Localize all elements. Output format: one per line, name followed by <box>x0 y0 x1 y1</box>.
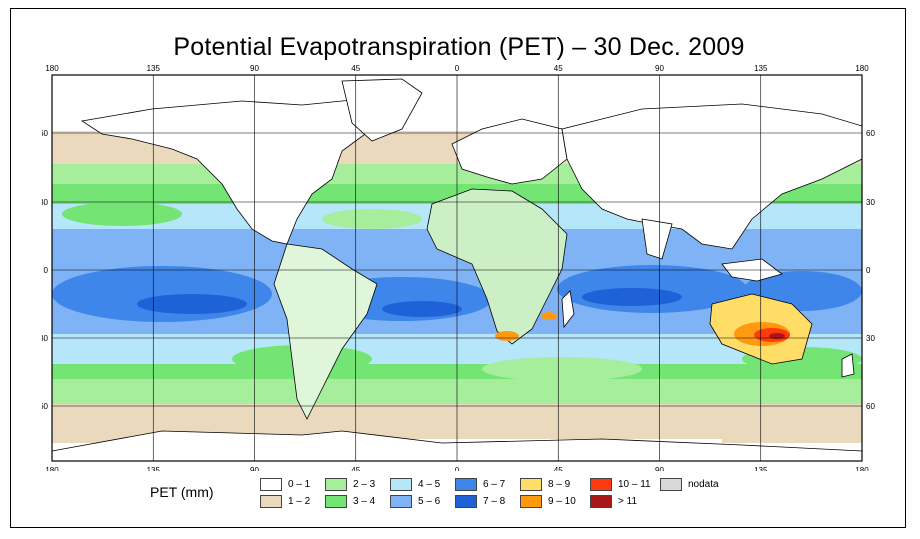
lon-tick-label-top: 135 <box>147 64 161 73</box>
legend-swatch <box>660 478 682 491</box>
lon-tick-label-top: 45 <box>351 64 360 73</box>
lat-tick-label-left: 30 <box>42 334 49 343</box>
lon-tick-label-top: 90 <box>250 64 259 73</box>
lon-tick-label-bottom: 180 <box>855 466 869 471</box>
lon-tick-label-bottom: 135 <box>754 466 768 471</box>
legend-label: 6 – 7 <box>483 479 506 490</box>
lat-tick-label-right: 30 <box>866 334 875 343</box>
legend-swatch <box>325 478 347 491</box>
legend-label: 2 – 3 <box>353 479 376 490</box>
lon-tick-label-bottom: 90 <box>250 466 259 471</box>
lat-tick-label-left: 60 <box>42 129 49 138</box>
lon-tick-label-bottom: 135 <box>147 466 161 471</box>
legend-label: 10 – 11 <box>618 479 651 490</box>
legend-label: 0 – 1 <box>288 479 311 490</box>
lon-tick-label-bottom: 0 <box>455 466 460 471</box>
map-border <box>51 74 863 462</box>
lat-tick-label-left: 30 <box>42 198 49 207</box>
pet-world-map: 180 180 135 135 90 90 45 45 0 0 45 45 90 90 135 135 180 1… <box>39 64 875 475</box>
legend-swatch <box>520 478 542 491</box>
legend-swatch <box>325 495 347 508</box>
legend-label: 1 – 2 <box>288 496 311 507</box>
legend-label: 9 – 10 <box>548 496 576 507</box>
lon-tick-label-bottom: 45 <box>554 466 563 471</box>
legend-swatch <box>260 478 282 491</box>
lon-tick-label-top: 180 <box>855 64 869 73</box>
lon-tick-label-top: 90 <box>655 64 664 73</box>
legend-title: PET (mm) <box>150 484 214 500</box>
lat-tick-label-right: 60 <box>866 402 875 411</box>
map-title: Potential Evapotranspiration (PET) – 30 … <box>173 33 745 61</box>
legend-swatch <box>390 478 412 491</box>
legend-swatch <box>390 495 412 508</box>
legend-swatch <box>455 478 477 491</box>
legend-label: 4 – 5 <box>418 479 441 490</box>
lon-tick-label-top: 45 <box>554 64 563 73</box>
lat-tick-label-left: 0 <box>44 266 49 275</box>
lon-tick-label-bottom: 90 <box>655 466 664 471</box>
lon-tick-label-bottom: 180 <box>45 466 59 471</box>
legend-label: nodata <box>688 479 719 490</box>
legend-label: 3 – 4 <box>353 496 376 507</box>
legend-swatch <box>260 495 282 508</box>
legend-label: 7 – 8 <box>483 496 506 507</box>
lat-tick-label-left: 60 <box>42 402 49 411</box>
legend-label: 5 – 6 <box>418 496 441 507</box>
lon-tick-label-top: 135 <box>754 64 768 73</box>
legend-swatch <box>590 495 612 508</box>
lon-tick-label-bottom: 45 <box>351 466 360 471</box>
legend-label: > 11 <box>618 496 637 507</box>
legend-swatch <box>590 478 612 491</box>
graticule <box>52 75 862 461</box>
lat-tick-label-right: 60 <box>866 129 875 138</box>
lat-tick-label-right: 0 <box>866 266 871 275</box>
legend-swatch <box>520 495 542 508</box>
lat-tick-label-right: 30 <box>866 198 875 207</box>
legend-label: 8 – 9 <box>548 479 571 490</box>
legend-swatch <box>455 495 477 508</box>
axis-tick-labels: 180 180 135 135 90 90 45 45 0 0 45 45 90 90 135 135 180 1… <box>39 64 875 475</box>
figure-frame: Potential Evapotranspiration (PET) – 30 … <box>10 8 906 528</box>
hot-spots <box>495 312 790 346</box>
lon-tick-label-top: 0 <box>455 64 460 73</box>
lon-tick-label-top: 180 <box>45 64 59 73</box>
map-area: 180 180 135 135 90 90 45 45 0 0 45 45 90 90 135 135 180 1… <box>39 59 882 476</box>
